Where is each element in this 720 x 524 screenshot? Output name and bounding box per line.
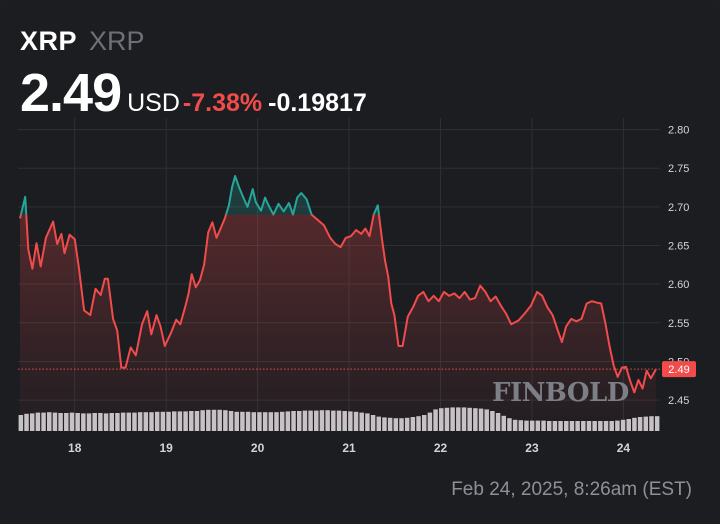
x-tick-label: 23: [525, 441, 539, 455]
area-down: [20, 214, 656, 431]
series-line-down: [19, 214, 657, 394]
header: XRP XRP: [20, 26, 145, 57]
y-tick-label: 2.75: [668, 163, 689, 175]
current-price: 2.49: [20, 63, 122, 123]
x-tick-label: 19: [159, 441, 173, 455]
last-price-label: 2.49: [668, 364, 689, 376]
price-row: 2.49 USD -7.38% -0.19817: [20, 62, 367, 124]
volume-bar: [654, 416, 660, 431]
x-tick-label: 20: [251, 441, 265, 455]
y-tick-label: 2.60: [668, 279, 689, 291]
last-price-tag: [662, 361, 696, 378]
y-tick-label: 2.80: [668, 125, 689, 137]
currency-label: USD: [127, 89, 180, 117]
price-line: [19, 175, 657, 394]
y-tick-label: 2.45: [668, 395, 689, 407]
axes: 2.452.502.552.602.652.702.752.8018192021…: [18, 125, 696, 455]
x-tick-label: 21: [342, 441, 356, 455]
timestamp: Feb 24, 2025, 8:26am (EST): [451, 479, 692, 500]
watermark-logo: FINBOLD: [492, 378, 629, 408]
asset-name: XRP: [89, 26, 145, 56]
x-tick-label: 24: [617, 441, 631, 455]
y-tick-label: 2.65: [668, 241, 689, 253]
change-percent: -7.38%: [182, 89, 263, 117]
x-tick-label: 18: [68, 441, 82, 455]
change-absolute: -0.19817: [268, 89, 367, 117]
price-chart[interactable]: FINBOLD 2.452.502.552.602.652.702.752.80…: [0, 0, 720, 470]
y-tick-label: 2.70: [668, 202, 689, 214]
x-tick-label: 22: [434, 441, 448, 455]
ticker-symbol: XRP: [20, 26, 78, 56]
y-tick-label: 2.55: [668, 318, 689, 330]
